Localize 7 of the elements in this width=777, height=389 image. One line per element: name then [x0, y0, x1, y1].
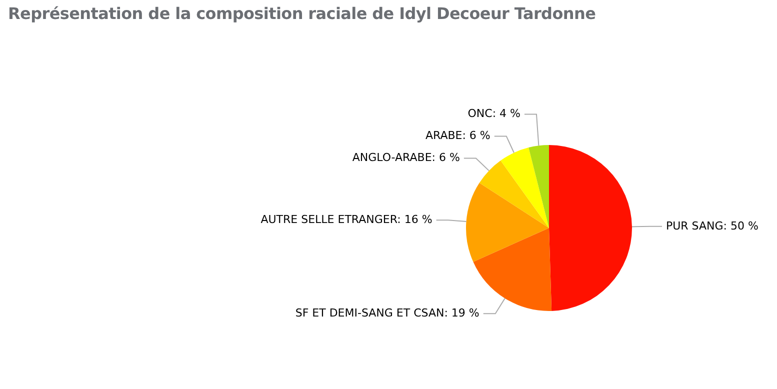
- slice-label: ARABE: 6 %: [425, 129, 490, 142]
- slice-label: PUR SANG: 50 %: [666, 219, 758, 232]
- chart-title: Représentation de la composition raciale de Idyl Decoeur Tardonne: [8, 4, 596, 23]
- slice-label: AUTRE SELLE ETRANGER: 16 %: [260, 213, 432, 226]
- slice-label: SF ET DEMI-SANG ET CSAN: 19 %: [295, 306, 480, 320]
- slice-label: ONC: 4 %: [468, 107, 520, 120]
- slice-label: ANGLO-ARABE: 6 %: [352, 151, 460, 164]
